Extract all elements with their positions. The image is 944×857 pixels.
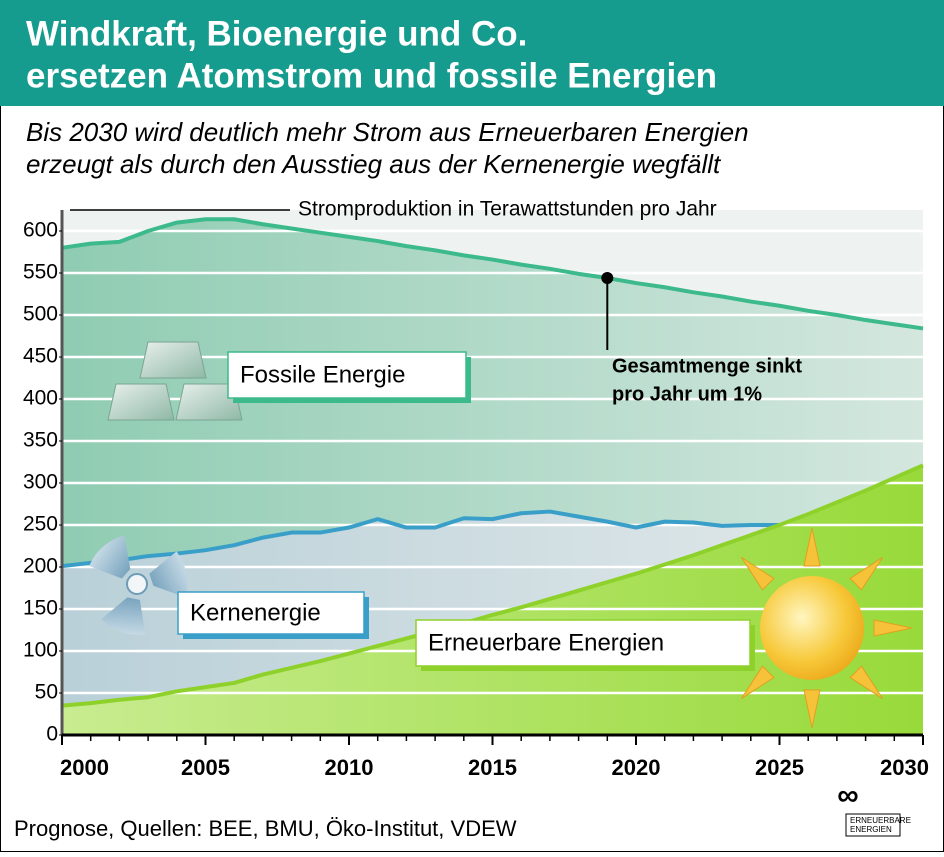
header	[0, 0, 944, 106]
x-tick-label: 2010	[325, 755, 374, 780]
x-tick-label: 2025	[755, 755, 804, 780]
y-tick-label: 300	[23, 471, 58, 494]
logo-text: ENERGIEN	[850, 825, 892, 834]
y-tick-label: 600	[23, 219, 58, 242]
title: Windkraft, Bioenergie und Co.	[26, 14, 527, 53]
annotation-point	[601, 272, 614, 285]
y-tick-label: 450	[23, 345, 58, 368]
icon	[107, 383, 175, 421]
y-tick-label: 350	[23, 429, 58, 452]
legend-label: Fossile Energie	[240, 361, 405, 388]
series-line	[61, 509, 780, 569]
logo-mark: ∞	[837, 779, 858, 812]
annotation: Gesamtmenge sinkt	[612, 355, 802, 377]
subtitle: erzeugt als durch den Ausstieg aus der K…	[26, 149, 722, 179]
y-tick-label: 400	[23, 387, 58, 410]
y-tick-label: 50	[35, 681, 58, 704]
y-tick-label: 250	[23, 513, 58, 536]
x-tick-label: 2015	[468, 755, 517, 780]
x-tick-label: 2020	[612, 755, 661, 780]
series-line	[61, 217, 924, 331]
legend-box	[227, 351, 467, 399]
title: ersetzen Atomstrom und fossile Energien	[26, 56, 717, 95]
logo-box	[845, 813, 901, 837]
annotation: pro Jahr um 1%	[612, 383, 762, 405]
icon	[711, 527, 913, 729]
icon	[175, 383, 243, 421]
y-tick-label: 200	[23, 555, 58, 578]
y-tick-label: 550	[23, 261, 58, 284]
legend-label: Erneuerbare Energien	[428, 629, 664, 656]
y-tick-label: 100	[23, 639, 58, 662]
y-axis-label: Stromproduktion in Terawattstunden pro J…	[298, 198, 717, 221]
x-tick-label: 2005	[181, 755, 230, 780]
overlay: ∞ ERNEUERBARE ENERGIEN Fossile Energie Ke…	[89, 341, 913, 837]
logo: ∞ ERNEUERBARE ENERGIEN	[837, 779, 911, 837]
x-tick-label: 2000	[60, 755, 109, 780]
logo-text: ERNEUERBARE	[850, 816, 911, 825]
legend-label: Kernenergie	[190, 599, 321, 626]
series-line	[61, 463, 924, 708]
subtitle: Bis 2030 wird deutlich mehr Strom aus Er…	[26, 117, 749, 147]
legend-box	[177, 591, 365, 635]
y-tick-label: 0	[46, 723, 58, 746]
source: Prognose, Quellen: BEE, BMU, Öko-Institu…	[14, 816, 517, 841]
icon	[89, 535, 188, 635]
x-tick-label: 2030	[880, 755, 929, 780]
y-tick-label: 500	[23, 303, 58, 326]
plot: 0 50 100 150 200 250 300 350 400 450 500 550 600 2000…	[23, 198, 929, 780]
icon	[139, 341, 207, 379]
y-tick-label: 150	[23, 597, 58, 620]
legend-box	[415, 619, 751, 667]
